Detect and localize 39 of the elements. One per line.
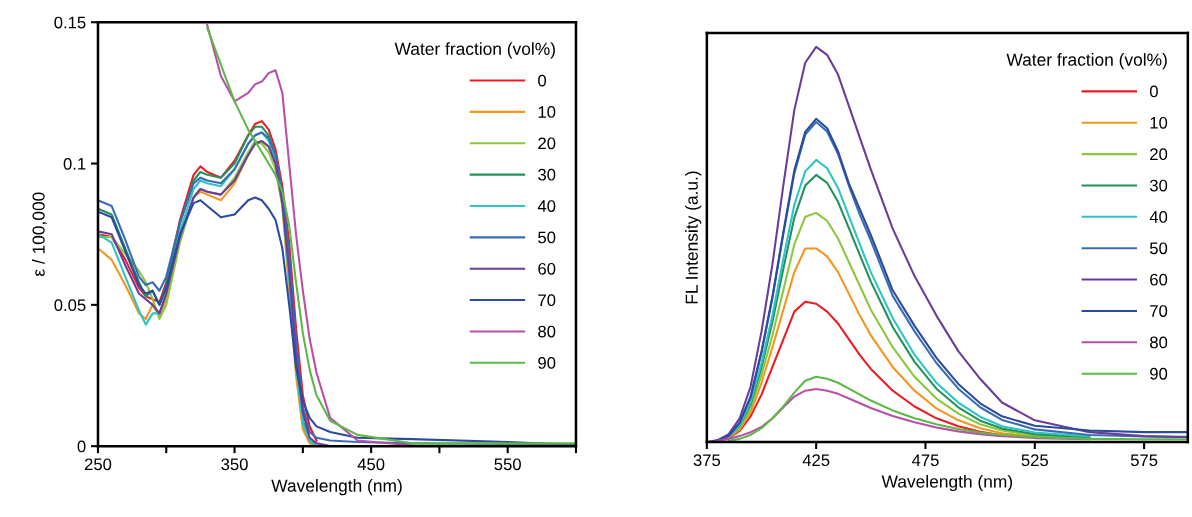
legend-label: 70 bbox=[538, 294, 556, 307]
y-tick-label: 0.15 bbox=[54, 16, 86, 29]
legend-label: 0 bbox=[538, 74, 547, 87]
legend-label: 30 bbox=[1149, 179, 1168, 192]
legend-label: 60 bbox=[538, 262, 556, 275]
x-tick-label: 450 bbox=[357, 458, 385, 471]
legend-label: 50 bbox=[538, 231, 556, 244]
legend-label: 90 bbox=[1150, 367, 1168, 380]
legend-label: 70 bbox=[1150, 305, 1168, 317]
x-tick-label: 425 bbox=[802, 454, 830, 467]
x-tick-label: 525 bbox=[1021, 454, 1048, 467]
legend-label: 20 bbox=[538, 137, 556, 150]
legend-label: 10 bbox=[1150, 116, 1168, 129]
legend-label: 0 bbox=[1149, 85, 1158, 98]
legend-label: 20 bbox=[1150, 148, 1168, 161]
y-tick-label: 0.1 bbox=[63, 157, 86, 170]
legend-title: Water fraction (vol%) bbox=[1006, 53, 1167, 70]
y-tick-label: 0 bbox=[77, 440, 86, 453]
x-tick-label: 475 bbox=[911, 454, 939, 467]
legend-label: 40 bbox=[537, 200, 556, 212]
x-tick-label: 350 bbox=[221, 458, 248, 471]
x-tick-label: 575 bbox=[1130, 454, 1158, 467]
legend-title: Water fraction (vol%) bbox=[394, 42, 555, 59]
y-axis-title: ε / 100,000 bbox=[32, 192, 47, 277]
legend-label: 10 bbox=[538, 106, 556, 118]
legend-label: 60 bbox=[1150, 273, 1168, 286]
legend-label: 80 bbox=[1150, 336, 1168, 349]
legend-label: 80 bbox=[538, 325, 556, 338]
x-tick-label: 550 bbox=[494, 458, 521, 471]
x-axis-title: Wavelength (nm) bbox=[881, 474, 1013, 492]
legend-label: 50 bbox=[1149, 242, 1168, 255]
y-axis-title: FL Intensity (a.u.) bbox=[685, 171, 702, 304]
x-axis-title: Wavelength (nm) bbox=[271, 479, 402, 496]
legend-label: 40 bbox=[1149, 211, 1168, 223]
x-tick-label: 250 bbox=[84, 458, 112, 471]
legend-label: 30 bbox=[538, 168, 556, 181]
x-tick-label: 375 bbox=[693, 454, 721, 467]
legend-label: 90 bbox=[538, 357, 556, 369]
y-tick-label: 0.05 bbox=[54, 299, 86, 312]
